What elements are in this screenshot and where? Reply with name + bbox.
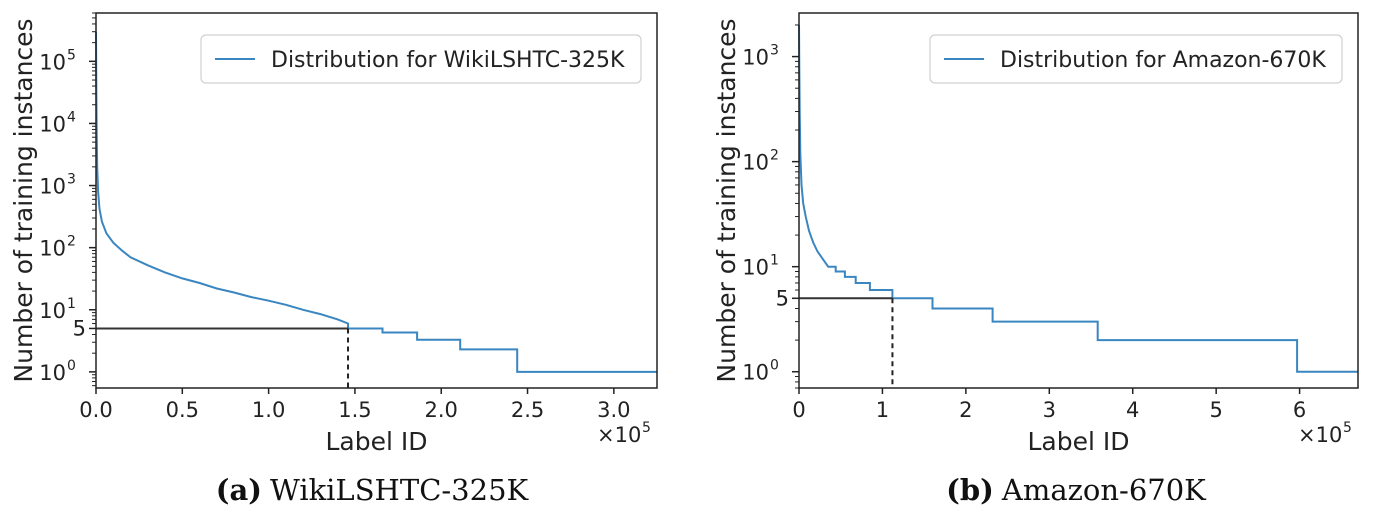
x-tick-label: 0.0	[79, 398, 112, 422]
x-tick-label: 0	[792, 398, 805, 422]
y-tick-label: 10	[39, 175, 66, 199]
x-tick-label: 4	[1126, 398, 1139, 422]
y-tick-exponent: 1	[67, 296, 76, 312]
series-line	[798, 24, 1358, 373]
x-tick-label: 2.5	[511, 398, 544, 422]
x-tick-label: 1.5	[338, 398, 371, 422]
x-tick-label: 5	[1209, 398, 1222, 422]
y-tick-exponent: 2	[67, 234, 76, 250]
y-tick-label: 10	[39, 112, 66, 136]
y-tick-label: 10	[39, 299, 66, 323]
axes-frame	[798, 12, 1359, 389]
x-tick-label: 1.0	[252, 398, 285, 422]
figure-caption: (a) WikiLSHTC-325K	[216, 473, 530, 507]
y-tick-label: 10	[742, 361, 769, 385]
x-tick-label: 2	[959, 398, 972, 422]
x-axis-label: Label ID	[1027, 427, 1129, 456]
y-axis-label: Number of training instances	[712, 18, 741, 382]
y-tick-exponent: 0	[770, 358, 779, 374]
legend-box	[929, 34, 1343, 84]
x-tick-label: 2.0	[425, 398, 458, 422]
x-multiplier-label: ×10	[1298, 423, 1342, 447]
y-tick-label: 10	[742, 151, 769, 175]
x-multiplier-exponent: 5	[1343, 420, 1352, 436]
y-tick-exponent: 3	[67, 172, 76, 188]
legend-label: Distribution for Amazon-670K	[1000, 48, 1326, 73]
y-tick-label: 10	[39, 361, 66, 385]
x-tick-label: 3	[1043, 398, 1056, 422]
y-tick-label: 10	[39, 50, 66, 74]
y-tick-exponent: 5	[67, 47, 76, 63]
axes-frame	[95, 12, 658, 389]
x-multiplier-label: ×10	[597, 423, 641, 447]
y-axis-label: Number of training instances	[9, 18, 38, 382]
x-axis-label: Label ID	[325, 427, 427, 456]
y-tick-label: 10	[742, 256, 769, 280]
legend-label: Distribution for WikiLSHTC-325K	[271, 48, 625, 73]
x-tick-label: 3.0	[597, 398, 630, 422]
x-tick-label: 6	[1293, 398, 1306, 422]
x-tick-label: 0.5	[166, 398, 199, 422]
y-tick-label: 10	[742, 46, 769, 70]
y-tick-exponent: 1	[770, 253, 779, 269]
y-tick-exponent: 2	[770, 148, 779, 164]
y-tick-label: 10	[39, 237, 66, 261]
figure-caption: (b) Amazon-670K	[946, 473, 1207, 507]
y-extra-tick-label: 5	[73, 316, 86, 340]
y-extra-tick-label: 5	[776, 286, 789, 310]
y-tick-exponent: 4	[67, 109, 76, 125]
chart-panel-a: 0.0 0.5 1.0 1.5 2.0 2.5 3.010 010 110 210 310 410 55…	[9, 12, 658, 507]
y-tick-exponent: 0	[67, 358, 76, 374]
legend-box	[200, 34, 642, 84]
series-line	[95, 31, 657, 373]
y-tick-exponent: 3	[770, 43, 779, 59]
x-tick-label: 1	[876, 398, 889, 422]
x-multiplier-exponent: 5	[642, 420, 651, 436]
